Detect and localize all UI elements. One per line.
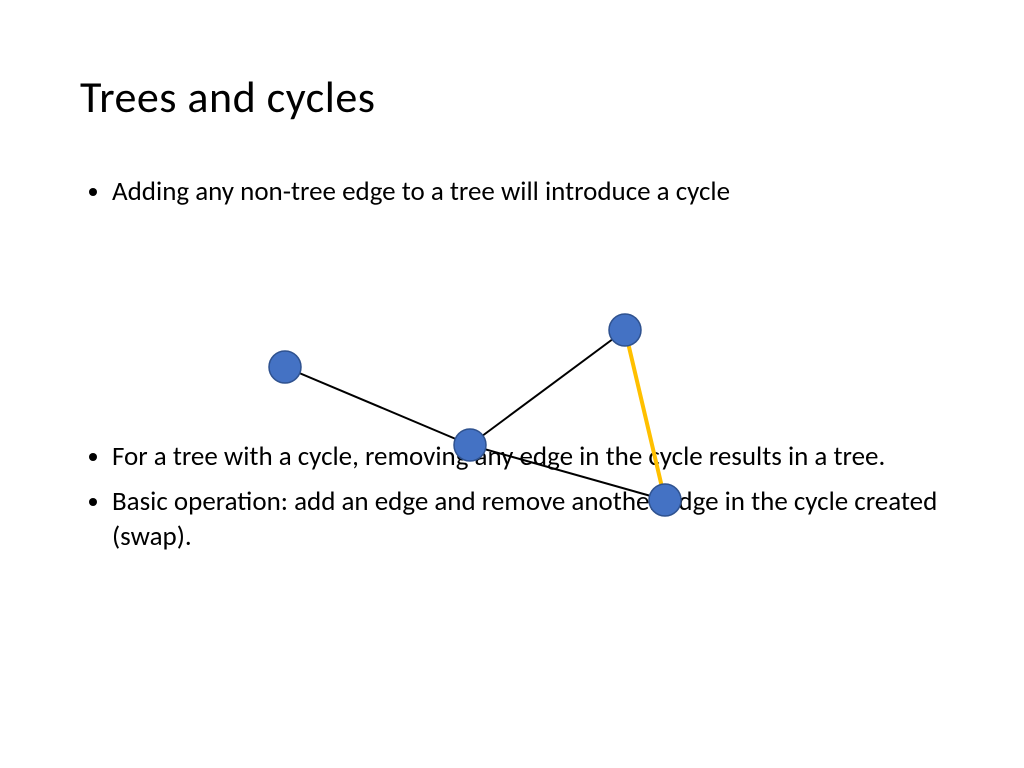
- slide-title: Trees and cycles: [80, 70, 944, 124]
- slide: Trees and cycles Adding any non-tree edg…: [0, 0, 1024, 768]
- bullet-list-2: For a tree with a cycle, removing any ed…: [80, 439, 944, 554]
- bullet-list: Adding any non-tree edge to a tree will …: [80, 174, 944, 209]
- bullet-item: Basic operation: add an edge and remove …: [112, 484, 944, 554]
- bullet-item: Adding any non-tree edge to a tree will …: [112, 174, 944, 209]
- graph-spacer: [80, 219, 944, 439]
- bullet-item: For a tree with a cycle, removing any ed…: [112, 439, 944, 474]
